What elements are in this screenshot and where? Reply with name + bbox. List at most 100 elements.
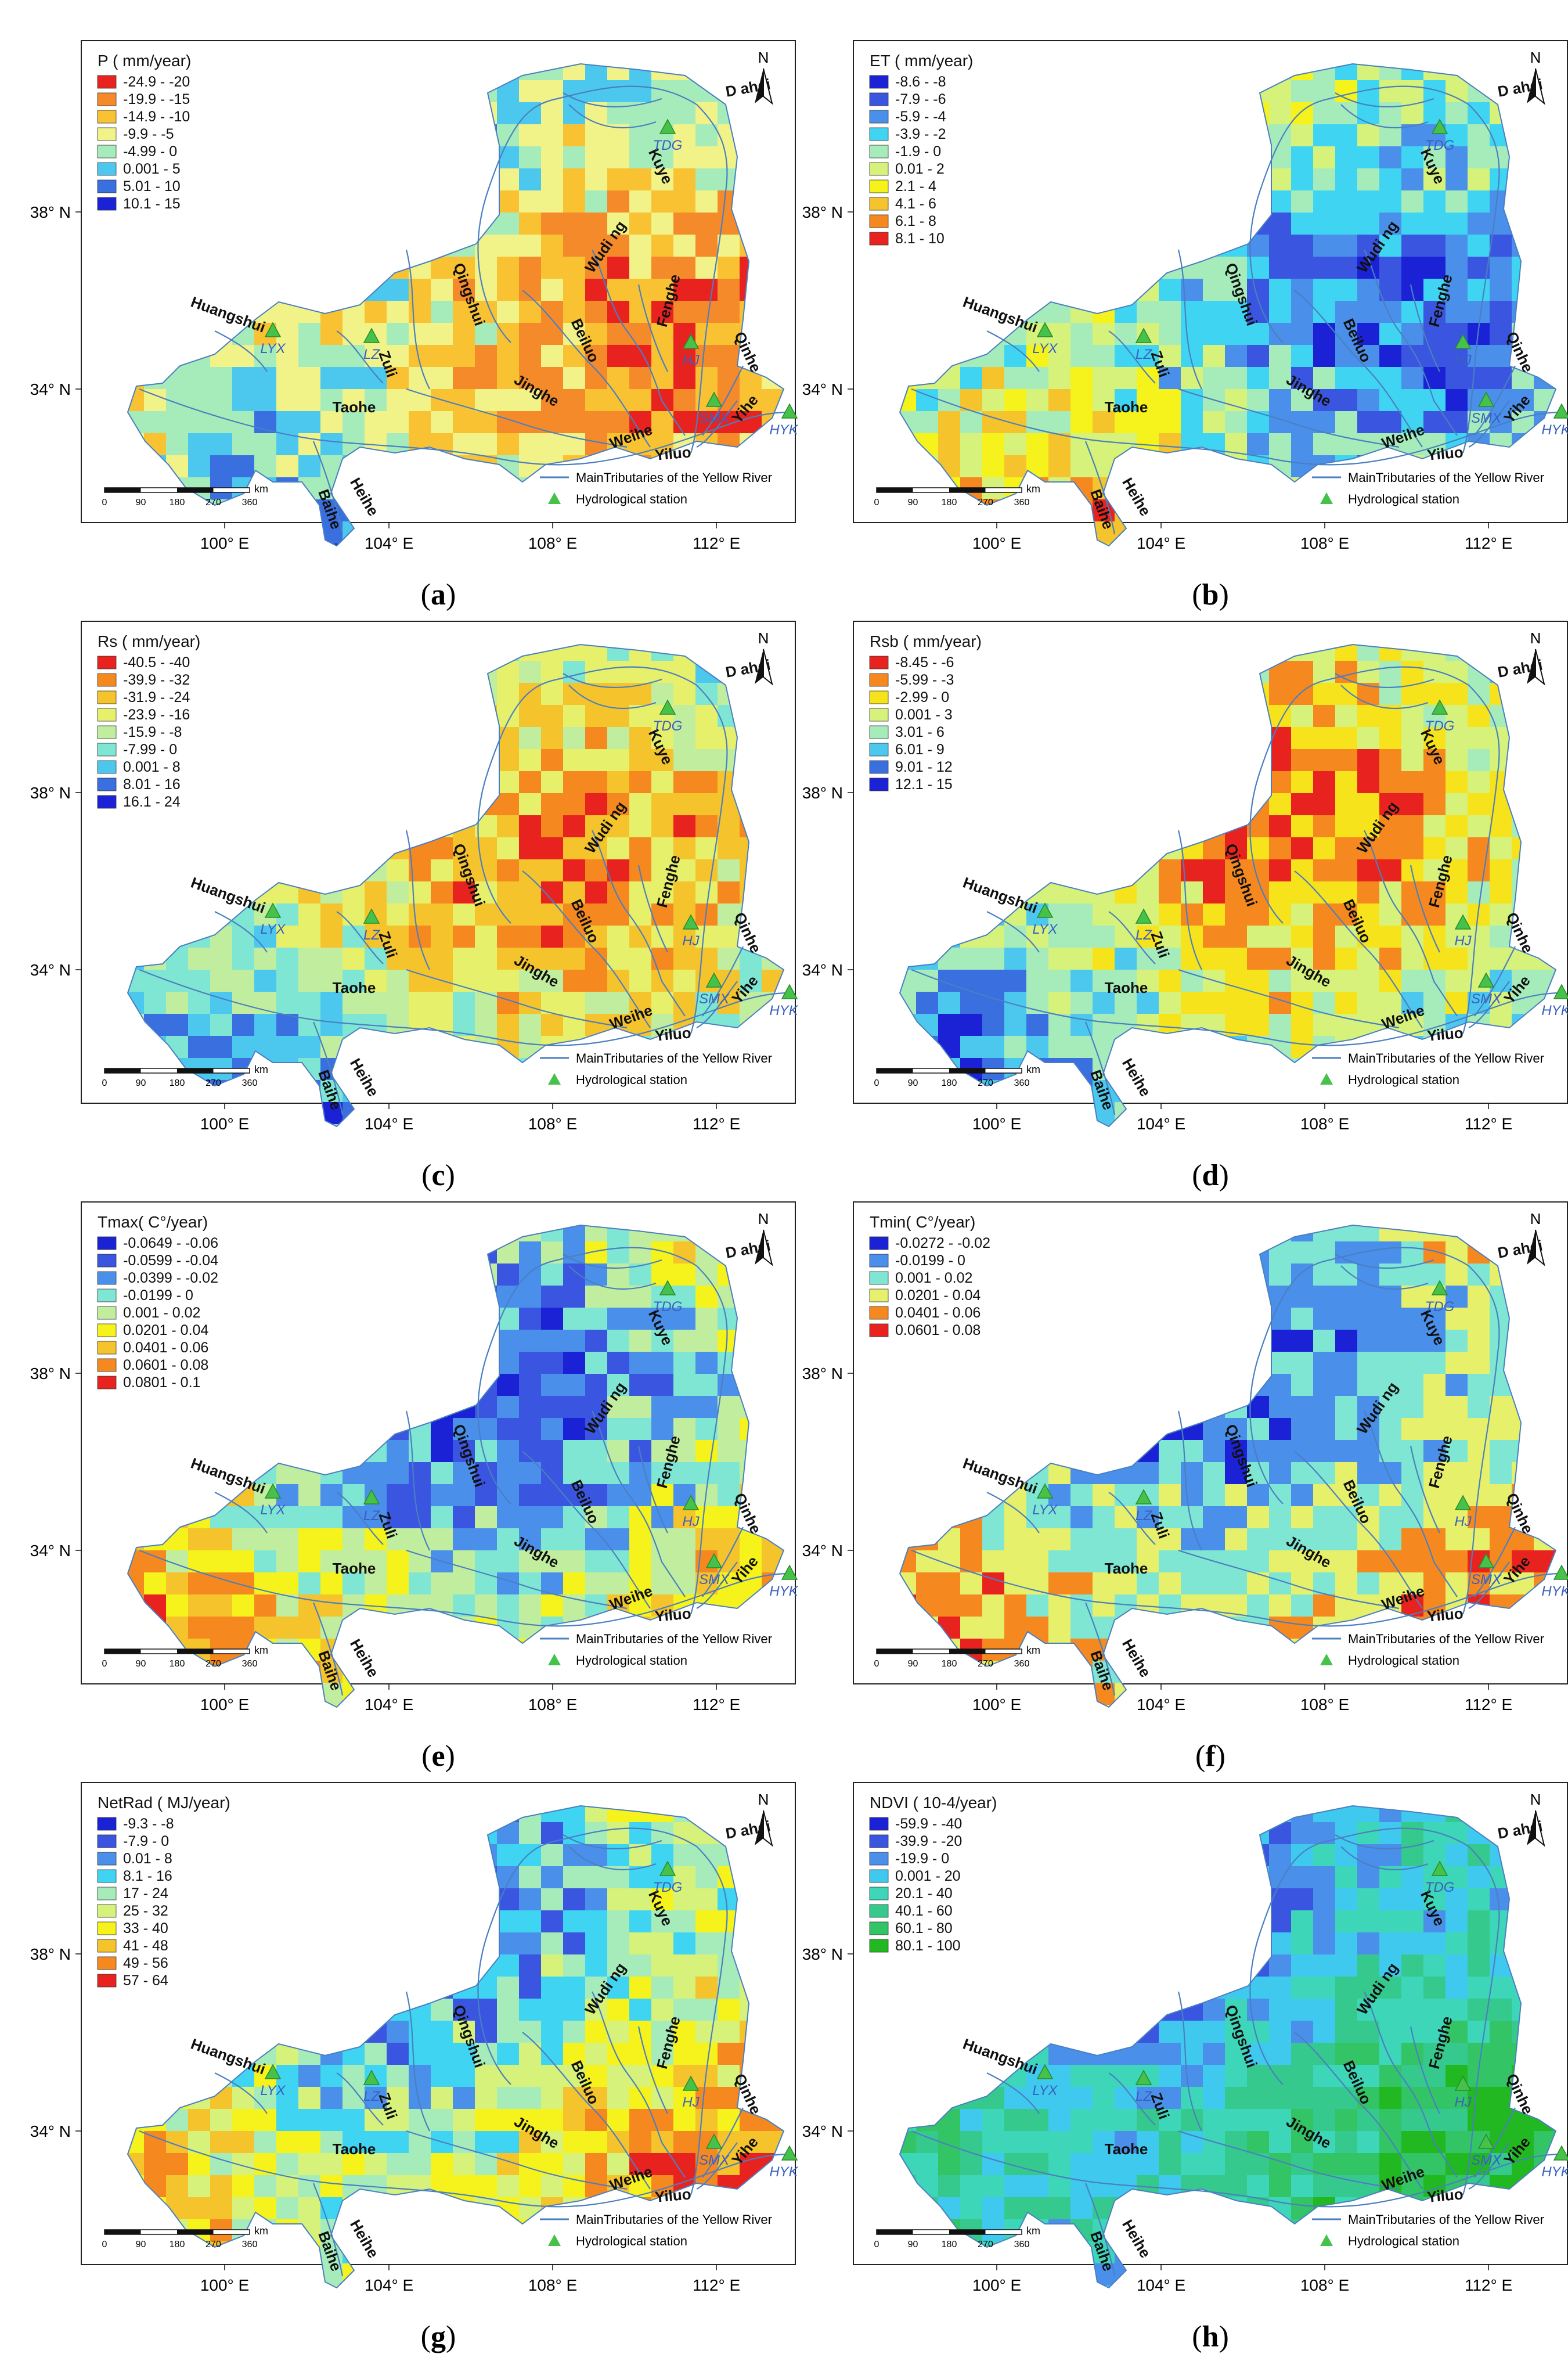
map-legend: NetRad ( MJ/year) -9.3 - -8-7.9 - 0 0.01 -… bbox=[97, 1794, 230, 1989]
x-tick-label: 108° E bbox=[528, 534, 577, 552]
legend-swatch bbox=[869, 145, 889, 159]
station-label: LYX bbox=[1032, 1502, 1058, 1518]
svg-text:360: 360 bbox=[242, 1659, 258, 1669]
station-marker bbox=[1036, 2064, 1054, 2079]
station-marker bbox=[1477, 2133, 1495, 2149]
legend-title: Rs ( mm/year) bbox=[98, 632, 200, 650]
station-label: HJ bbox=[682, 2094, 700, 2110]
y-tick-label: 34° N bbox=[802, 2122, 843, 2140]
legend-label: 10.1 - 15 bbox=[123, 196, 181, 212]
legend-label: -19.9 - -15 bbox=[123, 91, 190, 107]
x-tick-label: 108° E bbox=[1300, 534, 1349, 552]
legend-label: -1.9 - 0 bbox=[895, 143, 941, 160]
legend-swatch bbox=[97, 75, 117, 89]
x-tick-label: 100° E bbox=[972, 1115, 1021, 1133]
legend-swatch bbox=[97, 1341, 117, 1355]
svg-text:0: 0 bbox=[102, 498, 107, 507]
legend-label: -19.9 - 0 bbox=[895, 1851, 949, 1867]
legend-swatch bbox=[869, 127, 889, 141]
legend-swatch bbox=[97, 795, 117, 809]
legend-swatch bbox=[869, 75, 889, 89]
station-marker bbox=[682, 1495, 700, 1510]
station-label: LZ bbox=[1136, 2089, 1152, 2104]
river-network bbox=[911, 85, 1562, 535]
panel-caption: (g) bbox=[420, 2320, 456, 2353]
svg-text:km: km bbox=[1026, 1644, 1040, 1656]
station-label: HJ bbox=[682, 352, 700, 368]
river-label: Yiluo bbox=[654, 443, 692, 463]
svg-text:360: 360 bbox=[242, 498, 258, 507]
legend-label: -5.9 - -4 bbox=[895, 109, 946, 125]
legend-label: 0.001 - 5 bbox=[123, 161, 181, 177]
north-arrow-icon: N bbox=[1527, 1210, 1545, 1266]
legend-label: 60.1 - 80 bbox=[895, 1920, 953, 1936]
svg-text:MainTributaries of the Yellow: MainTributaries of the Yellow River bbox=[576, 1632, 772, 1646]
legend-label: 5.01 - 10 bbox=[123, 178, 181, 195]
basin-outline bbox=[899, 643, 1557, 1128]
river-network bbox=[911, 1827, 1562, 2277]
svg-text:N: N bbox=[1530, 629, 1541, 647]
svg-text:180: 180 bbox=[170, 1078, 185, 1088]
station-label: TDG bbox=[653, 138, 683, 153]
station-marker bbox=[659, 118, 676, 134]
svg-text:180: 180 bbox=[942, 1078, 957, 1088]
station-marker bbox=[363, 2069, 380, 2085]
legend-swatch bbox=[97, 1869, 117, 1883]
legend-label: -15.9 - -8 bbox=[123, 724, 182, 740]
legend-label: 0.001 - 3 bbox=[895, 707, 953, 723]
station-marker bbox=[659, 699, 676, 715]
north-arrow-icon: N bbox=[755, 629, 773, 686]
legend-swatch bbox=[869, 1887, 889, 1900]
legend-swatch bbox=[97, 1904, 117, 1918]
north-arrow-icon: N bbox=[1527, 1791, 1545, 1847]
x-tick-label: 108° E bbox=[528, 2276, 577, 2294]
legend-label: -8.6 - -8 bbox=[895, 74, 946, 90]
svg-text:MainTributaries of the Yellow: MainTributaries of the Yellow River bbox=[1348, 1632, 1544, 1646]
station-marker bbox=[682, 2075, 700, 2091]
legend-swatch bbox=[97, 760, 117, 774]
station-marker bbox=[1454, 2075, 1472, 2091]
legend-label: -39.9 - -32 bbox=[123, 672, 190, 688]
legend-swatch bbox=[97, 690, 117, 704]
station-label: TDG bbox=[1425, 1299, 1455, 1315]
legend-label: 8.1 - 10 bbox=[895, 231, 945, 247]
panel-caption: (f) bbox=[1195, 1740, 1225, 1773]
x-tick-label: 108° E bbox=[1300, 1696, 1349, 1714]
map-legend: Rs ( mm/year) -40.5 - -40-39.9 - -32-31.9… bbox=[97, 632, 200, 810]
svg-text:180: 180 bbox=[170, 1659, 185, 1669]
legend-label: -9.3 - -8 bbox=[123, 1816, 174, 1832]
station-label: LZ bbox=[363, 1508, 380, 1524]
svg-text:0: 0 bbox=[102, 1659, 107, 1669]
legend-swatch bbox=[97, 197, 117, 211]
station-label: LYX bbox=[260, 921, 286, 937]
station-label: HYK bbox=[769, 1583, 798, 1599]
station-marker bbox=[781, 984, 798, 999]
svg-text:km: km bbox=[1026, 483, 1040, 495]
station-marker bbox=[705, 2133, 723, 2149]
x-tick-label: 104° E bbox=[365, 2276, 413, 2294]
x-tick-label: 100° E bbox=[972, 1696, 1021, 1714]
legend-label: 0.001 - 0.02 bbox=[123, 1305, 200, 1321]
legend-swatch bbox=[97, 127, 117, 141]
legend-swatch bbox=[97, 1323, 117, 1337]
svg-text:270: 270 bbox=[206, 1078, 221, 1088]
svg-text:N: N bbox=[1530, 49, 1541, 66]
legend-swatch bbox=[97, 179, 117, 193]
legend-label: 0.01 - 8 bbox=[123, 1851, 172, 1867]
map-panel-e: Huangshui Zuli Qingshui Wudi ng Kuye Beiluo Fe… bbox=[30, 1201, 799, 1714]
map-panel-c: Huangshui Zuli Qingshui Wudi ng Kuye Beiluo Fe… bbox=[30, 621, 799, 1133]
legend-swatch bbox=[97, 1288, 117, 1302]
legend-swatch bbox=[869, 179, 889, 193]
svg-text:0: 0 bbox=[874, 1078, 879, 1088]
svg-text:MainTributaries of the Yellow: MainTributaries of the Yellow River bbox=[576, 470, 772, 485]
station-marker bbox=[705, 391, 723, 407]
station-label: LYX bbox=[1032, 921, 1058, 937]
station-marker bbox=[1454, 333, 1472, 349]
